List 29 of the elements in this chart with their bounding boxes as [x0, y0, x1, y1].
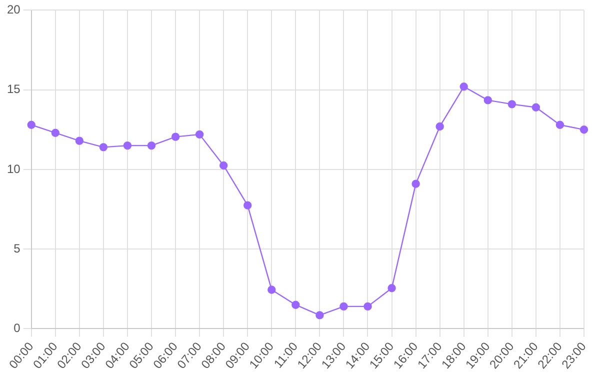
- y-tick-label: 10: [6, 162, 21, 176]
- point: [388, 284, 396, 292]
- point: [364, 302, 372, 311]
- point: [51, 128, 60, 137]
- point: [123, 141, 132, 150]
- point: [75, 136, 84, 145]
- point: [484, 96, 492, 104]
- point: [147, 141, 156, 150]
- point: [340, 302, 348, 311]
- point: [27, 120, 36, 129]
- point: [412, 180, 420, 188]
- point: [556, 120, 564, 129]
- point: [460, 82, 468, 91]
- point: [171, 132, 180, 141]
- y-tick-label: 5: [14, 241, 21, 256]
- point: [219, 161, 228, 170]
- point: [292, 300, 300, 309]
- point: [532, 103, 540, 112]
- point: [580, 126, 588, 134]
- point: [99, 143, 108, 152]
- y-tick-label: 20: [6, 2, 21, 17]
- point: [268, 286, 276, 294]
- point: [244, 201, 252, 210]
- point: [316, 311, 324, 320]
- y-tick-label: 15: [6, 82, 21, 96]
- point: [508, 100, 516, 108]
- y-tick-label: 0: [14, 321, 21, 336]
- point: [195, 130, 204, 139]
- point: [436, 122, 444, 131]
